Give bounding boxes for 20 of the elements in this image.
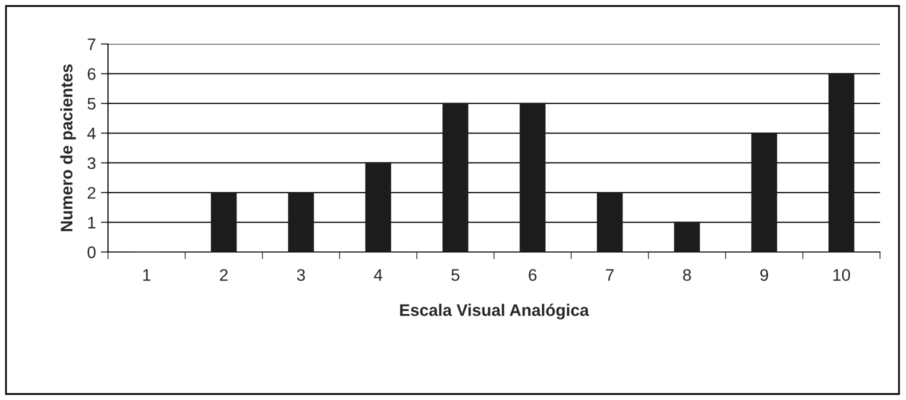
y-tick-label: 6 [88,68,96,80]
y-axis-title: Numero de pacientes [60,64,76,232]
y-tick-label: 7 [88,38,96,50]
x-tick-label: 6 [528,269,536,281]
x-tick-label: 8 [683,269,691,281]
y-tick-label: 4 [87,128,96,140]
x-tick-label: 1 [143,269,150,281]
y-tick-label: 3 [88,157,96,170]
y-tick-label: 0 [88,246,96,258]
x-tick-label: 4 [374,269,382,281]
y-tick-label: 1 [88,216,96,228]
y-tick-label: 2 [88,186,96,199]
x-tick-label: 3 [297,269,305,281]
y-tick-label: 5 [88,98,96,110]
x-tick-label: 5 [451,269,460,281]
x-tick-label: 7 [606,269,614,281]
x-tick-label: 10 [833,269,850,281]
x-tick-label: 2 [220,269,228,281]
x-tick-label: 9 [760,269,768,281]
x-axis-title: Escala Visual Analógica [400,304,590,320]
